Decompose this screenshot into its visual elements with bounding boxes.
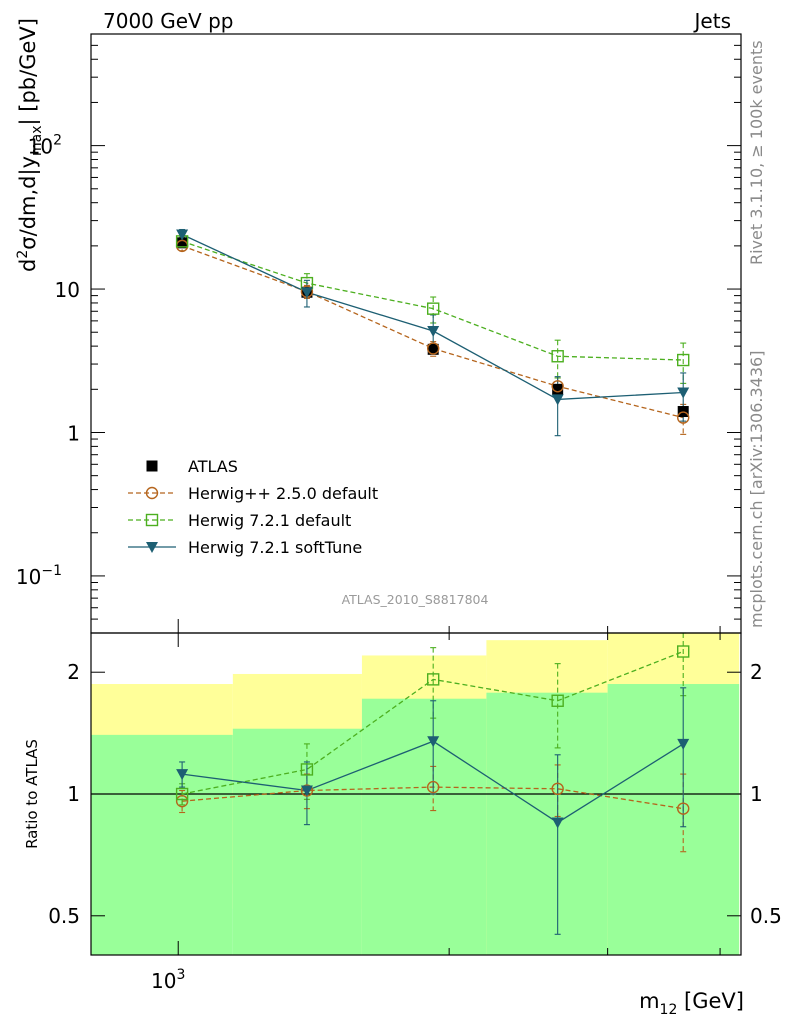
main-series-point [176, 229, 189, 241]
ratio-y-tick-label-left: 2 [67, 660, 80, 684]
ratio-series-point [551, 782, 564, 796]
tick-base: 10 [55, 278, 80, 302]
ratio-y-tick-label-right: 0.5 [750, 904, 782, 928]
main-series-point [551, 394, 564, 406]
ratio-series-point [551, 817, 564, 829]
main-series-point [677, 387, 690, 399]
atlas-data-point [176, 237, 188, 249]
legend-label: ATLAS [188, 457, 238, 476]
ratio-series-point [176, 769, 189, 781]
ratio-y-tick-label-right: 1 [750, 782, 763, 806]
ratio-series-point [677, 645, 690, 658]
stat-band-bin [91, 734, 233, 955]
ylabel-part-c: | [pb/GeV] [16, 18, 41, 125]
legend-label: Herwig 7.2.1 default [188, 511, 351, 530]
ratio-series-point [677, 802, 690, 815]
main-series-point [551, 350, 564, 363]
stat-band-bin [361, 698, 487, 955]
legend-marker [146, 542, 158, 553]
data-markers [175, 229, 690, 829]
ratio-y-tick-label-left: 1 [67, 782, 80, 806]
ratio-series-point [175, 787, 189, 801]
tick-base: 10 [28, 135, 53, 159]
main-y-tick-label: 1 [67, 421, 80, 445]
main-series-point [677, 353, 690, 367]
ratio-series-point [426, 780, 440, 794]
ylabel-sup: 2 [15, 250, 31, 259]
ratio-series-point [300, 763, 314, 776]
x-tick-label: 103 [151, 967, 185, 993]
main-y-axis-label: d2σ/dm,d|ymax| [pb/GeV] [15, 18, 45, 272]
ylabel-part-a: d [16, 259, 40, 272]
stat-band-bin [232, 728, 362, 955]
main-y-tick-label: 102 [28, 133, 62, 159]
mcplots-label: mcplots.cern.ch [arXiv:1306.3436] [747, 351, 766, 628]
legend-marker [145, 513, 159, 527]
main-series-point [300, 287, 313, 299]
ylabel-part-b: σ/dm,d|y [16, 156, 41, 250]
xlabel-sub: 12 [660, 1002, 678, 1018]
header-left: 7000 GeV pp [103, 9, 234, 33]
analysis-id: ATLAS_2010_S8817804 [342, 592, 489, 607]
ratio-plot-frame [90, 632, 742, 956]
main-y-tick-label: 10 [55, 278, 80, 302]
tick-base: 10 [16, 565, 41, 589]
atlas-data-point [427, 343, 439, 355]
ratio-series-point [300, 785, 313, 797]
xlabel-base: m [639, 989, 659, 1013]
main-series-point [427, 325, 440, 337]
ratio-y-tick-label-left: 0.5 [48, 904, 80, 928]
atlas-data-point [552, 383, 564, 395]
ratio-series-point [551, 694, 564, 707]
header-right: Jets [693, 9, 731, 33]
tick-base: 1 [67, 421, 80, 445]
tick-exponent: −1 [41, 563, 62, 579]
ratio-series-point [427, 736, 440, 748]
ratio-series-point [426, 673, 440, 686]
ratio-y-tick-label-right: 2 [750, 660, 763, 684]
tick-exponent: 2 [53, 133, 62, 149]
legend-label: Herwig 7.2.1 softTune [188, 538, 362, 557]
legend-label: Herwig++ 2.5.0 default [188, 484, 378, 503]
main-series-point [551, 380, 564, 393]
x-tick-exponent: 3 [176, 967, 185, 983]
x-axis-label: m12 [GeV] [639, 989, 744, 1018]
x-tick-base: 10 [151, 969, 176, 993]
ratio-series-point [175, 794, 189, 808]
ratio-curve [181, 650, 684, 795]
main-series-point [426, 302, 440, 315]
ylabel-sub: max [29, 125, 45, 156]
main-series-point [426, 342, 440, 355]
stat-band-bin [486, 692, 608, 955]
rivet-label: Rivet 3.1.10, ≥ 100k events [747, 40, 766, 265]
legend-marker [146, 460, 158, 472]
xlabel-unit: [GeV] [677, 989, 744, 1013]
ratio-y-axis-label: Ratio to ATLAS [23, 739, 41, 849]
legend: ATLAS Herwig++ 2.5.0 default Herwig 7.2.1 … [128, 457, 378, 557]
ratio-series-point [677, 738, 690, 750]
legend-marker [145, 486, 159, 500]
main-series-point [677, 411, 690, 424]
main-y-tick-label: 10−1 [16, 563, 62, 589]
stat-band-bin [607, 684, 740, 955]
